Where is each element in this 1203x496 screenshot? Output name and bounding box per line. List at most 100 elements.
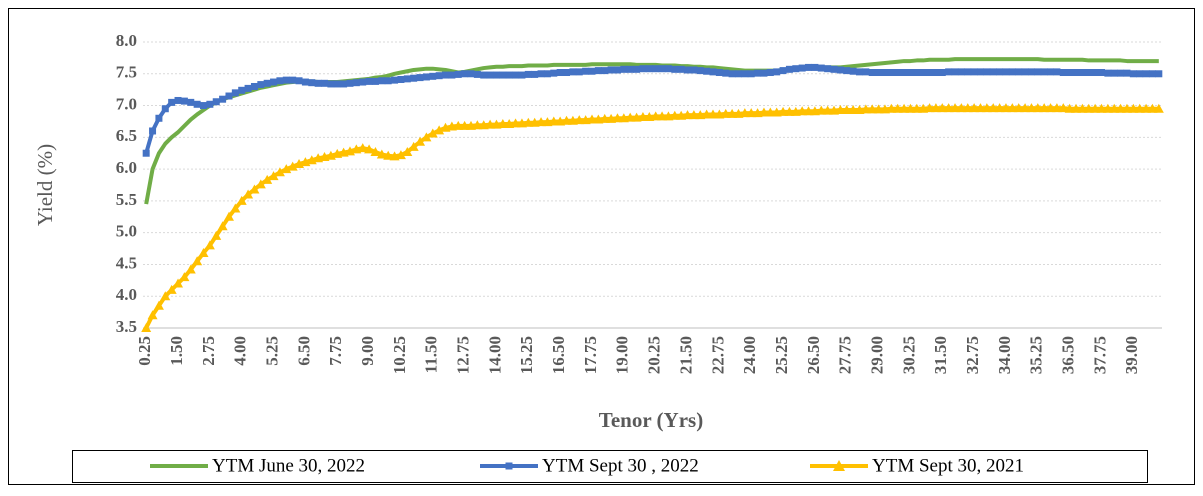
data-point	[1007, 103, 1018, 113]
data-point	[1115, 103, 1126, 113]
data-point	[1078, 69, 1086, 77]
data-point	[223, 211, 234, 221]
x-tick-label: 27.75	[836, 336, 855, 374]
x-tick-label: 34.00	[995, 336, 1014, 374]
data-point	[779, 67, 787, 75]
data-point	[588, 67, 596, 75]
x-tick-label: 22.75	[708, 336, 727, 374]
data-point	[531, 70, 539, 78]
data-point	[486, 71, 494, 79]
data-point	[510, 118, 521, 128]
data-point	[173, 278, 184, 288]
data-point	[160, 291, 171, 301]
data-point	[1123, 69, 1131, 77]
data-point	[926, 69, 934, 77]
data-point	[543, 70, 551, 78]
data-point	[263, 79, 271, 87]
series	[142, 63, 1163, 157]
y-tick-label: 8.0	[116, 31, 137, 50]
data-point	[141, 323, 152, 332]
data-point	[276, 77, 284, 85]
chart-border	[8, 8, 1195, 485]
data-point	[415, 136, 426, 146]
data-point	[657, 111, 668, 121]
data-point	[492, 71, 500, 79]
data-point	[741, 70, 749, 78]
legend-marker	[833, 460, 845, 471]
data-point	[403, 75, 411, 83]
data-point	[359, 78, 367, 86]
data-point	[637, 111, 648, 121]
x-tick-label: 30.25	[899, 336, 918, 374]
data-point	[1083, 103, 1094, 113]
data-point	[1002, 68, 1010, 76]
x-tick-label: 26.50	[804, 336, 823, 374]
y-axis-label: Yield (%)	[33, 144, 57, 226]
x-axis-label: Tenor (Yrs)	[599, 408, 703, 432]
data-point	[1147, 103, 1158, 113]
data-point	[142, 149, 150, 157]
data-point	[308, 79, 316, 87]
data-point	[734, 70, 742, 78]
data-point	[1077, 103, 1088, 113]
data-point	[1129, 70, 1137, 78]
y-tick-label: 7.5	[116, 63, 137, 82]
data-point	[867, 104, 878, 114]
data-point	[684, 66, 692, 74]
x-tick-label: 29.00	[867, 336, 886, 374]
data-point	[792, 65, 800, 73]
data-point	[1045, 103, 1056, 113]
data-point	[204, 240, 215, 250]
data-point	[983, 68, 991, 76]
data-point	[899, 103, 910, 113]
data-point	[919, 69, 927, 77]
x-tick-label: 7.75	[326, 336, 345, 366]
data-point	[945, 68, 953, 76]
data-point	[370, 146, 381, 156]
data-point	[243, 189, 254, 199]
data-point	[1072, 69, 1080, 77]
data-point	[766, 69, 774, 77]
x-tick-label: 14.00	[485, 336, 504, 374]
data-point	[1053, 68, 1061, 76]
data-point	[187, 98, 195, 106]
x-tick-label: 39.00	[1122, 336, 1141, 374]
y-tick-label: 5.0	[116, 222, 137, 241]
data-point	[625, 112, 636, 122]
data-point	[1047, 68, 1055, 76]
data-point	[1155, 70, 1163, 78]
y-tick-label: 4.5	[116, 253, 137, 272]
data-point	[1066, 69, 1074, 77]
data-point	[633, 65, 641, 73]
data-point	[650, 111, 661, 121]
data-point	[1148, 70, 1156, 78]
data-point	[805, 63, 813, 71]
data-point	[206, 100, 214, 108]
data-point	[906, 69, 914, 77]
data-point	[1034, 68, 1042, 76]
data-point	[873, 104, 884, 114]
data-point	[282, 76, 290, 84]
data-point	[563, 69, 571, 77]
data-point	[1128, 103, 1139, 113]
data-point	[287, 161, 298, 171]
data-point	[461, 70, 469, 78]
x-tick-label: 31.50	[931, 336, 950, 374]
data-point	[429, 72, 437, 80]
x-tick-label: 1.50	[167, 336, 186, 366]
data-point	[255, 179, 266, 189]
data-point	[485, 119, 496, 129]
data-point	[981, 103, 992, 113]
data-point	[658, 65, 666, 73]
data-point	[886, 103, 897, 113]
data-point	[1032, 103, 1043, 113]
data-point	[574, 115, 585, 125]
data-point	[185, 264, 196, 274]
data-point	[932, 69, 940, 77]
data-point	[849, 67, 857, 75]
data-point	[690, 66, 698, 74]
data-point	[715, 69, 723, 77]
x-tick-label: 5.25	[262, 336, 281, 366]
data-point	[607, 66, 615, 74]
data-point	[841, 105, 852, 115]
